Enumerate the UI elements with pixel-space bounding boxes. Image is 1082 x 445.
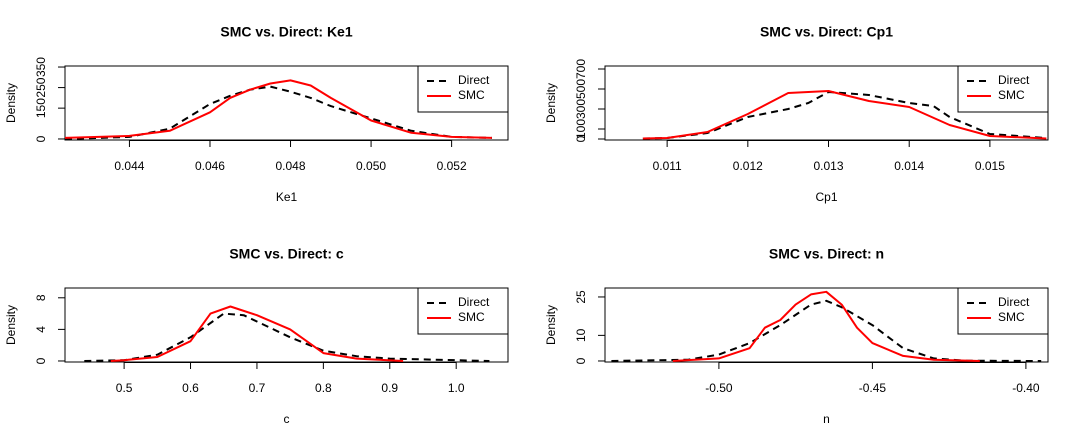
legend-box xyxy=(957,65,1049,113)
x-tick-label: 0.011 xyxy=(653,159,682,173)
legend-label: SMC xyxy=(458,310,485,324)
legend-box xyxy=(417,65,509,113)
x-tick-label: 0.014 xyxy=(894,159,924,173)
chart-title: SMC vs. Direct: Ke1 xyxy=(220,24,352,40)
legend-label: Direct xyxy=(998,295,1030,309)
y-axis-label: Density xyxy=(544,305,558,345)
chart-title: SMC vs. Direct: n xyxy=(769,246,884,262)
x-tick-label: 0.8 xyxy=(315,381,332,395)
x-tick-label: -0.50 xyxy=(705,381,733,395)
y-tick-label: 0 xyxy=(34,357,48,364)
x-tick-label: 0.048 xyxy=(276,159,306,173)
legend-box xyxy=(957,287,1049,335)
y-tick-label: 300 xyxy=(574,99,588,119)
density-line xyxy=(642,90,1047,140)
y-axis-label: Density xyxy=(544,83,558,123)
x-tick-label: 0.6 xyxy=(182,381,199,395)
y-tick-label: 0 xyxy=(574,357,588,364)
y-tick-label: 0 xyxy=(34,135,48,142)
x-tick-label: 0.044 xyxy=(114,159,144,173)
x-axis-label: n xyxy=(823,412,830,426)
density-line xyxy=(64,79,492,139)
x-tick-label: 0.046 xyxy=(195,159,225,173)
x-tick-label: 0.9 xyxy=(381,381,398,395)
density-line xyxy=(672,290,980,362)
legend-label: SMC xyxy=(998,310,1025,324)
legend-label: Direct xyxy=(998,73,1030,87)
y-tick-label: 10 xyxy=(574,328,588,342)
x-tick-label: 0.015 xyxy=(975,159,1005,173)
density-line xyxy=(64,85,492,140)
y-tick-label: 100 xyxy=(574,119,588,139)
y-tick-label: 250 xyxy=(34,77,48,97)
legend-label: SMC xyxy=(998,88,1025,102)
legend-label: SMC xyxy=(458,88,485,102)
x-tick-label: 0.7 xyxy=(249,381,266,395)
y-tick-label: 25 xyxy=(574,290,588,304)
x-tick-label: 0.013 xyxy=(814,159,844,173)
density-line xyxy=(611,299,1042,362)
density-line xyxy=(110,305,404,362)
legend-label: Direct xyxy=(458,295,490,309)
x-tick-label: 0.012 xyxy=(733,159,763,173)
x-tick-label: 0.052 xyxy=(437,159,467,173)
y-tick-label: 500 xyxy=(574,79,588,99)
y-tick-label: 8 xyxy=(34,294,48,301)
x-axis-label: Cp1 xyxy=(815,190,837,204)
legend-box xyxy=(417,287,509,335)
x-tick-label: -0.40 xyxy=(1012,381,1040,395)
x-tick-label: -0.45 xyxy=(859,381,887,395)
x-axis-label: Ke1 xyxy=(276,190,298,204)
x-tick-label: 0.050 xyxy=(356,159,386,173)
y-tick-label: 700 xyxy=(574,59,588,79)
x-tick-label: 1.0 xyxy=(448,381,465,395)
legend-label: Direct xyxy=(458,73,490,87)
y-tick-label: 350 xyxy=(34,57,48,77)
chart-title: SMC vs. Direct: Cp1 xyxy=(760,24,893,40)
x-axis-label: c xyxy=(284,412,290,426)
chart-title: SMC vs. Direct: c xyxy=(229,246,344,262)
y-axis-label: Density xyxy=(4,305,18,345)
y-axis-label: Density xyxy=(4,83,18,123)
y-tick-label: 0 xyxy=(574,135,588,142)
y-tick-label: 150 xyxy=(34,98,48,118)
x-tick-label: 0.5 xyxy=(116,381,133,395)
y-tick-label: 4 xyxy=(34,326,48,333)
